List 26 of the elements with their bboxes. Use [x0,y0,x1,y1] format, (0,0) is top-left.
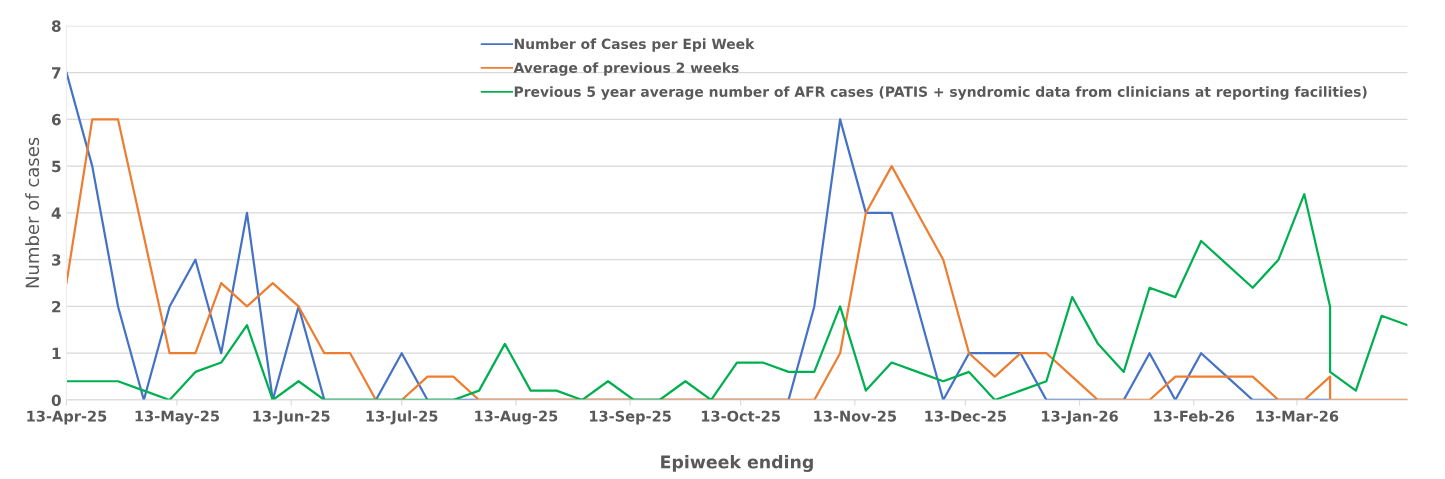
x-tick-label: 13-Aug-25 [475,410,558,425]
legend-label: Average of previous 2 weeks [513,62,739,76]
x-tick-label: 13-Sep-25 [590,410,671,425]
y-tick-label: 8 [51,20,61,32]
x-tick-label: 13-Feb-26 [1154,410,1235,422]
y-tick-label: 0 [51,394,61,406]
x-axis-title: Epiweek ending [661,455,813,472]
y-tick-label: 1 [52,347,61,360]
x-tick-label: 13-Jun-25 [253,410,330,425]
legend-label: Previous 5 year average number of AFR cases (PATIS + syndromic data from clinicians at reporting facilities) [514,86,1367,100]
x-tick-label: 13-Nov-25 [814,410,897,422]
x-tick-label: 13-May-25 [135,410,220,425]
y-tick-label: 2 [52,300,61,313]
y-axis-title: Number of cases [25,137,40,288]
x-tick-label: 13-Jul-25 [366,410,438,425]
y-tick-label: 6 [51,113,61,126]
x-tick-label: 13-Jan-26 [1042,410,1118,425]
x-tick-label: 13-Mar-26 [1256,410,1339,422]
x-tick-label: 13-Oct-25 [701,410,780,422]
y-tick-label: 4 [51,207,61,219]
x-tick-label: 13-Dec-25 [925,410,1006,422]
x-tick-label: 13-Apr-25 [27,410,107,425]
legend-label: Number of Cases per Epi Week [514,38,755,52]
y-tick-label: 7 [52,67,61,79]
y-tick-label: 5 [52,160,61,173]
y-tick-label: 3 [52,254,61,266]
